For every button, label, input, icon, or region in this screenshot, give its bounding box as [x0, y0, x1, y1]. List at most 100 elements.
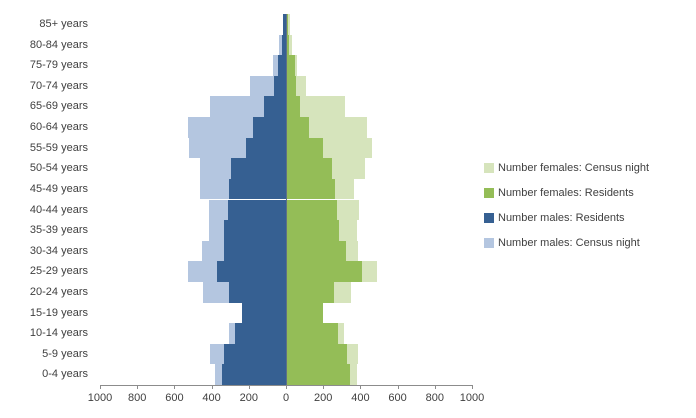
y-axis-label: 25-29 years	[29, 265, 88, 278]
legend-label: Number females: Census night	[498, 162, 650, 174]
bar-female-front	[286, 137, 323, 159]
legend-swatch-icon	[484, 188, 494, 198]
legend-swatch-icon	[484, 238, 494, 248]
bar-female-front	[286, 281, 334, 303]
x-axis-tick-mark	[397, 385, 399, 389]
pyramid-row	[100, 364, 472, 385]
y-axis-label: 50-54 years	[29, 162, 88, 175]
x-axis-tick-label: 200	[314, 392, 333, 404]
bar-female-front	[286, 343, 347, 365]
bar-male-front	[281, 34, 286, 56]
bar-female-front	[286, 14, 289, 35]
x-axis-tick-label: 600	[165, 392, 184, 404]
legend-label: Number females: Residents	[498, 187, 634, 199]
legend-label: Number males: Census night	[498, 237, 640, 249]
x-axis-tick-mark	[360, 385, 362, 389]
x-axis-tick-mark	[174, 385, 176, 389]
y-axis-label: 60-64 years	[29, 121, 88, 134]
bar-male-front	[217, 261, 286, 282]
y-axis-label: 65-69 years	[29, 100, 88, 113]
x-axis-tick-mark	[248, 385, 250, 389]
bar-female-front	[286, 199, 338, 221]
y-axis-label: 20-24 years	[29, 285, 88, 298]
bar-female-front	[286, 240, 346, 262]
bar-male-front	[242, 302, 286, 324]
x-axis-tick-label: 200	[239, 392, 258, 404]
bar-male-front	[235, 323, 286, 344]
x-axis-tick-label: 1000	[459, 392, 485, 404]
bar-male-front	[274, 75, 286, 97]
y-axis-label: 35-39 years	[29, 224, 88, 237]
bar-male-front	[229, 178, 286, 200]
x-axis-tick-mark	[472, 385, 473, 389]
y-axis-label: 40-44 years	[29, 203, 88, 216]
legend: Number females: Census night Number femal…	[484, 161, 649, 261]
pyramid-row	[100, 14, 472, 35]
bar-female-front	[286, 323, 339, 344]
x-axis-tick-label: 400	[351, 392, 370, 404]
y-axis-label: 30-34 years	[29, 244, 88, 257]
x-axis-tick-label: 600	[388, 392, 407, 404]
pyramid-row	[100, 75, 472, 97]
bar-male-front	[224, 220, 286, 241]
pyramid-row	[100, 158, 472, 179]
legend-item: Number females: Census night	[484, 161, 649, 175]
x-axis-tick-mark	[286, 385, 287, 389]
y-axis-label: 0-4 years	[42, 368, 88, 381]
pyramid-row	[100, 261, 472, 282]
x-axis-tick-label: 0	[282, 392, 290, 404]
x-axis-tick-label: 400	[202, 392, 221, 404]
bar-female-front	[286, 261, 362, 282]
y-axis-label: 75-79 years	[29, 59, 88, 72]
pyramid-row	[100, 302, 472, 324]
legend-item: Number males: Residents	[484, 211, 649, 225]
pyramid-row	[100, 323, 472, 344]
plot-area	[100, 14, 472, 385]
x-axis-tick-mark	[100, 385, 101, 389]
pyramid-row	[100, 281, 472, 303]
bar-male-front	[223, 343, 286, 365]
pyramid-row	[100, 55, 472, 76]
pyramid-row	[100, 240, 472, 262]
bar-male-front	[277, 55, 286, 76]
bar-female-front	[286, 178, 335, 200]
y-axis-label: 15-19 years	[29, 306, 88, 319]
bar-male-front	[264, 96, 286, 118]
x-axis-tick-label: 1000	[87, 392, 113, 404]
y-axis-label: 55-59 years	[29, 141, 88, 154]
bar-female-front	[286, 96, 300, 118]
legend-swatch-icon	[484, 213, 494, 223]
x-axis-tick-mark	[323, 385, 325, 389]
x-axis-tick-label: 800	[128, 392, 147, 404]
bar-female-front	[286, 220, 340, 241]
bar-female-front	[286, 158, 332, 179]
center-axis-line	[285, 14, 287, 385]
bar-male-front	[222, 364, 286, 385]
x-axis-tick-mark	[434, 385, 436, 389]
bar-female-front	[286, 34, 289, 56]
bar-female-front	[286, 117, 310, 138]
legend-item: Number females: Residents	[484, 186, 649, 200]
bar-female-front	[286, 75, 297, 97]
bar-male-front	[283, 14, 286, 35]
bar-male-front	[252, 117, 286, 138]
pyramid-row	[100, 34, 472, 56]
pyramid-row	[100, 220, 472, 241]
bar-female-back	[286, 34, 292, 56]
x-axis-tick-mark	[211, 385, 213, 389]
bar-female-front	[286, 302, 323, 324]
y-axis-label: 10-14 years	[29, 327, 88, 340]
bar-male-front	[230, 158, 286, 179]
pyramid-row	[100, 96, 472, 118]
bar-male-front	[228, 281, 286, 303]
y-axis-label: 80-84 years	[29, 38, 88, 51]
legend-item: Number males: Census night	[484, 236, 649, 250]
pyramid-row	[100, 137, 472, 159]
bar-female-front	[286, 55, 295, 76]
bar-female-back	[286, 96, 345, 118]
legend-swatch-icon	[484, 163, 494, 173]
bar-male-front	[223, 240, 286, 262]
y-axis-label: 45-49 years	[29, 182, 88, 195]
pyramid-row	[100, 199, 472, 221]
